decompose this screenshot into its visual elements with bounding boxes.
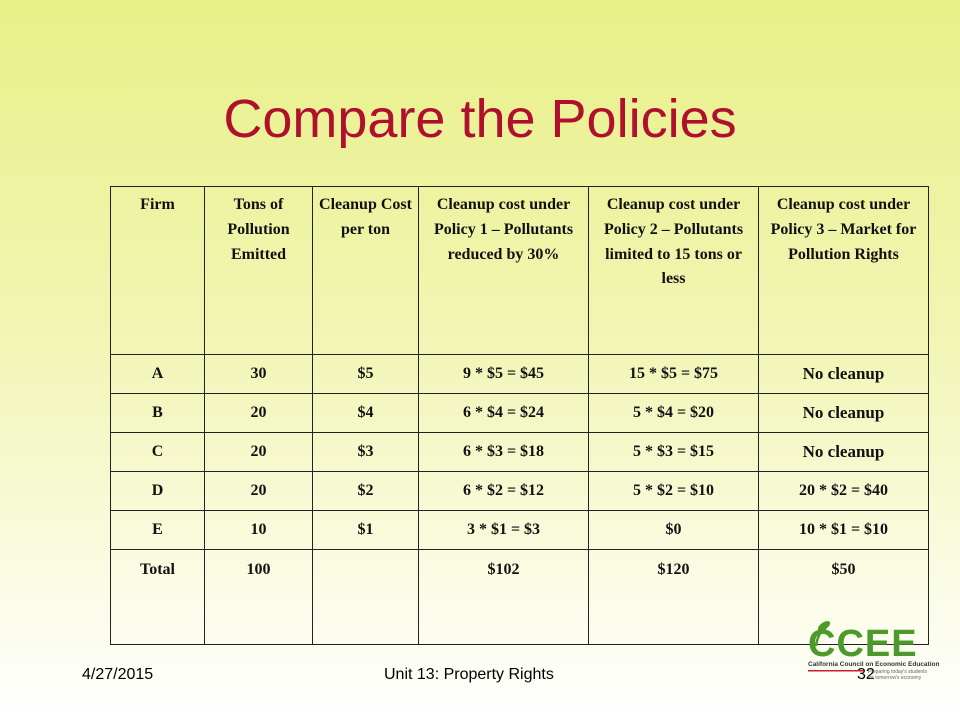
policy-comparison-table: Firm Tons of Pollution Emitted Cleanup C… <box>110 186 929 645</box>
cell-policy-1: 6 * $4 = $24 <box>418 393 589 433</box>
total-policy-3: $50 <box>758 549 929 645</box>
logo-red-rule <box>808 670 864 672</box>
header-policy-1: Cleanup cost under Policy 1 – Pollutants… <box>418 186 589 355</box>
header-row: Firm Tons of Pollution Emitted Cleanup C… <box>110 186 929 355</box>
cell-policy-3: No cleanup <box>758 432 929 472</box>
ccee-logo: CCEE California Council on Economic Educ… <box>808 621 939 681</box>
cell-cost-per-ton: $2 <box>312 471 419 511</box>
table-row: A 30 $5 9 * $5 = $45 15 * $5 = $75 No cl… <box>110 354 929 394</box>
table-row: B 20 $4 6 * $4 = $24 5 * $4 = $20 No cle… <box>110 393 929 433</box>
cell-cost-per-ton: $1 <box>312 510 419 550</box>
header-policy-3: Cleanup cost under Policy 3 – Market for… <box>758 186 929 355</box>
total-policy-2: $120 <box>588 549 759 645</box>
total-cost-per-ton <box>312 549 419 645</box>
cell-policy-3: 20 * $2 = $40 <box>758 471 929 511</box>
cell-tons: 20 <box>204 393 313 433</box>
cell-policy-3: No cleanup <box>758 354 929 394</box>
cell-policy-2: 5 * $4 = $20 <box>588 393 759 433</box>
total-policy-1: $102 <box>418 549 589 645</box>
cell-policy-3: 10 * $1 = $10 <box>758 510 929 550</box>
cell-policy-2: 5 * $3 = $15 <box>588 432 759 472</box>
table-row: D 20 $2 6 * $2 = $12 5 * $2 = $10 20 * $… <box>110 471 929 511</box>
cell-tons: 30 <box>204 354 313 394</box>
cell-cost-per-ton: $5 <box>312 354 419 394</box>
cell-tons: 20 <box>204 471 313 511</box>
slide-title: Compare the Policies <box>223 89 737 149</box>
cell-cost-per-ton: $3 <box>312 432 419 472</box>
cell-policy-1: 6 * $3 = $18 <box>418 432 589 472</box>
cell-firm: A <box>110 354 205 394</box>
logo-leaf-icon <box>817 621 831 631</box>
cell-firm: D <box>110 471 205 511</box>
total-row: Total 100 $102 $120 $50 <box>110 549 929 645</box>
cell-policy-3: No cleanup <box>758 393 929 433</box>
table-row: C 20 $3 6 * $3 = $18 5 * $3 = $15 No cle… <box>110 432 929 472</box>
footer-title: Unit 13: Property Rights <box>384 666 554 683</box>
logo-tagline-2: for tomorrow's economy <box>868 675 922 681</box>
cell-firm: C <box>110 432 205 472</box>
logo-org-name: California Council on Economic Education <box>808 661 939 668</box>
header-cost-per-ton: Cleanup Cost per ton <box>312 186 419 355</box>
header-firm: Firm <box>110 186 205 355</box>
cell-cost-per-ton: $4 <box>312 393 419 433</box>
logo-tagline-1: Preparing today's students <box>868 669 928 675</box>
total-tons: 100 <box>204 549 313 645</box>
cell-policy-2: $0 <box>588 510 759 550</box>
cell-firm: E <box>110 510 205 550</box>
cell-policy-1: 9 * $5 = $45 <box>418 354 589 394</box>
total-label: Total <box>110 549 205 645</box>
header-policy-2: Cleanup cost under Policy 2 – Pollutants… <box>588 186 759 355</box>
cell-tons: 20 <box>204 432 313 472</box>
cell-policy-2: 5 * $2 = $10 <box>588 471 759 511</box>
table-row: E 10 $1 3 * $1 = $3 $0 10 * $1 = $10 <box>110 510 929 550</box>
logo-wordmark: CCEE <box>808 623 918 665</box>
header-tons-emitted: Tons of Pollution Emitted <box>204 186 313 355</box>
cell-policy-1: 3 * $1 = $3 <box>418 510 589 550</box>
footer-date: 4/27/2015 <box>82 666 154 683</box>
cell-tons: 10 <box>204 510 313 550</box>
cell-policy-1: 6 * $2 = $12 <box>418 471 589 511</box>
cell-firm: B <box>110 393 205 433</box>
cell-policy-2: 15 * $5 = $75 <box>588 354 759 394</box>
